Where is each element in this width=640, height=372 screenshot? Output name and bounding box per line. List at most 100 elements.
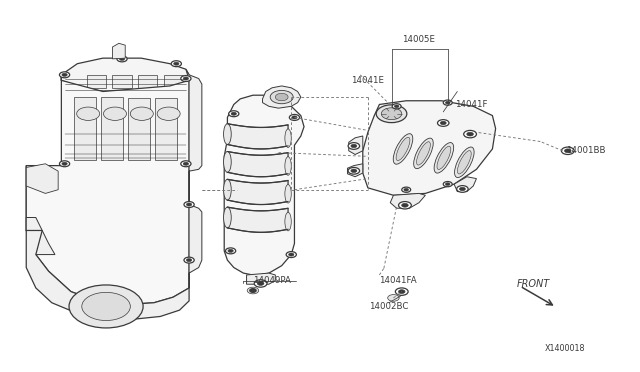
Circle shape: [292, 116, 297, 119]
Polygon shape: [224, 95, 304, 276]
Ellipse shape: [223, 179, 231, 200]
Polygon shape: [26, 231, 189, 320]
Ellipse shape: [223, 207, 231, 228]
Circle shape: [275, 93, 288, 101]
Circle shape: [157, 107, 180, 121]
Ellipse shape: [285, 129, 291, 147]
Ellipse shape: [285, 212, 291, 231]
Circle shape: [60, 161, 70, 167]
Circle shape: [247, 287, 259, 294]
Ellipse shape: [393, 134, 413, 164]
Circle shape: [351, 144, 357, 148]
Polygon shape: [262, 86, 301, 108]
Circle shape: [402, 203, 408, 207]
Circle shape: [228, 249, 233, 252]
Ellipse shape: [413, 138, 433, 169]
Polygon shape: [128, 98, 150, 160]
Circle shape: [348, 167, 360, 174]
Circle shape: [184, 202, 194, 208]
Polygon shape: [138, 75, 157, 88]
Polygon shape: [363, 101, 495, 195]
Circle shape: [183, 77, 189, 80]
Polygon shape: [101, 97, 124, 160]
Circle shape: [381, 108, 402, 120]
Circle shape: [438, 120, 449, 126]
Circle shape: [467, 132, 474, 136]
Circle shape: [117, 56, 127, 62]
Polygon shape: [186, 69, 202, 288]
Circle shape: [180, 76, 191, 81]
Circle shape: [62, 73, 67, 76]
Ellipse shape: [458, 151, 471, 174]
Polygon shape: [227, 207, 288, 232]
Circle shape: [399, 290, 405, 294]
Circle shape: [561, 147, 574, 154]
Circle shape: [62, 162, 67, 165]
Circle shape: [388, 295, 399, 301]
Circle shape: [399, 202, 412, 209]
Circle shape: [82, 292, 131, 321]
Circle shape: [257, 282, 264, 285]
Circle shape: [172, 61, 181, 67]
Circle shape: [394, 105, 399, 108]
Circle shape: [225, 248, 236, 254]
Circle shape: [77, 107, 100, 121]
Text: 14041F: 14041F: [456, 100, 488, 109]
Circle shape: [60, 72, 70, 78]
Text: X1400018: X1400018: [545, 344, 585, 353]
Polygon shape: [26, 164, 58, 193]
Ellipse shape: [434, 142, 454, 173]
Circle shape: [445, 183, 450, 186]
Polygon shape: [348, 164, 363, 177]
Circle shape: [104, 107, 127, 121]
Ellipse shape: [223, 124, 231, 144]
Circle shape: [186, 203, 192, 206]
Circle shape: [120, 57, 125, 60]
Ellipse shape: [417, 142, 430, 165]
Ellipse shape: [285, 157, 291, 175]
Circle shape: [348, 142, 360, 149]
Circle shape: [254, 280, 267, 287]
Circle shape: [392, 104, 401, 109]
Circle shape: [444, 100, 452, 105]
Circle shape: [270, 90, 293, 104]
Circle shape: [228, 111, 239, 117]
Polygon shape: [26, 75, 189, 305]
Circle shape: [457, 186, 468, 192]
Text: 14049PA: 14049PA: [253, 276, 291, 285]
Polygon shape: [113, 43, 125, 59]
Polygon shape: [26, 218, 55, 254]
Circle shape: [460, 187, 465, 191]
Polygon shape: [87, 75, 106, 88]
Text: 14041FA: 14041FA: [380, 276, 417, 285]
Circle shape: [184, 257, 194, 263]
Circle shape: [289, 115, 300, 121]
Circle shape: [69, 285, 143, 328]
Polygon shape: [227, 124, 288, 149]
Circle shape: [250, 289, 256, 292]
Circle shape: [351, 169, 357, 173]
Polygon shape: [164, 75, 182, 88]
Circle shape: [231, 112, 236, 115]
Text: 14041E: 14041E: [351, 76, 383, 85]
Polygon shape: [74, 97, 97, 160]
Circle shape: [404, 188, 408, 191]
Ellipse shape: [437, 146, 451, 170]
Polygon shape: [246, 273, 275, 284]
Circle shape: [464, 131, 476, 138]
Text: 14002BC: 14002BC: [369, 302, 408, 311]
Polygon shape: [26, 166, 61, 273]
Circle shape: [564, 149, 571, 153]
Polygon shape: [390, 193, 426, 208]
Circle shape: [289, 253, 294, 256]
Circle shape: [183, 162, 189, 165]
Circle shape: [186, 259, 192, 262]
Circle shape: [376, 105, 407, 123]
Polygon shape: [227, 151, 288, 177]
Ellipse shape: [285, 185, 291, 203]
Circle shape: [180, 161, 191, 167]
Text: 14001BB: 14001BB: [566, 146, 605, 155]
Text: FRONT: FRONT: [516, 279, 550, 289]
Circle shape: [445, 101, 450, 104]
Ellipse shape: [454, 147, 474, 177]
